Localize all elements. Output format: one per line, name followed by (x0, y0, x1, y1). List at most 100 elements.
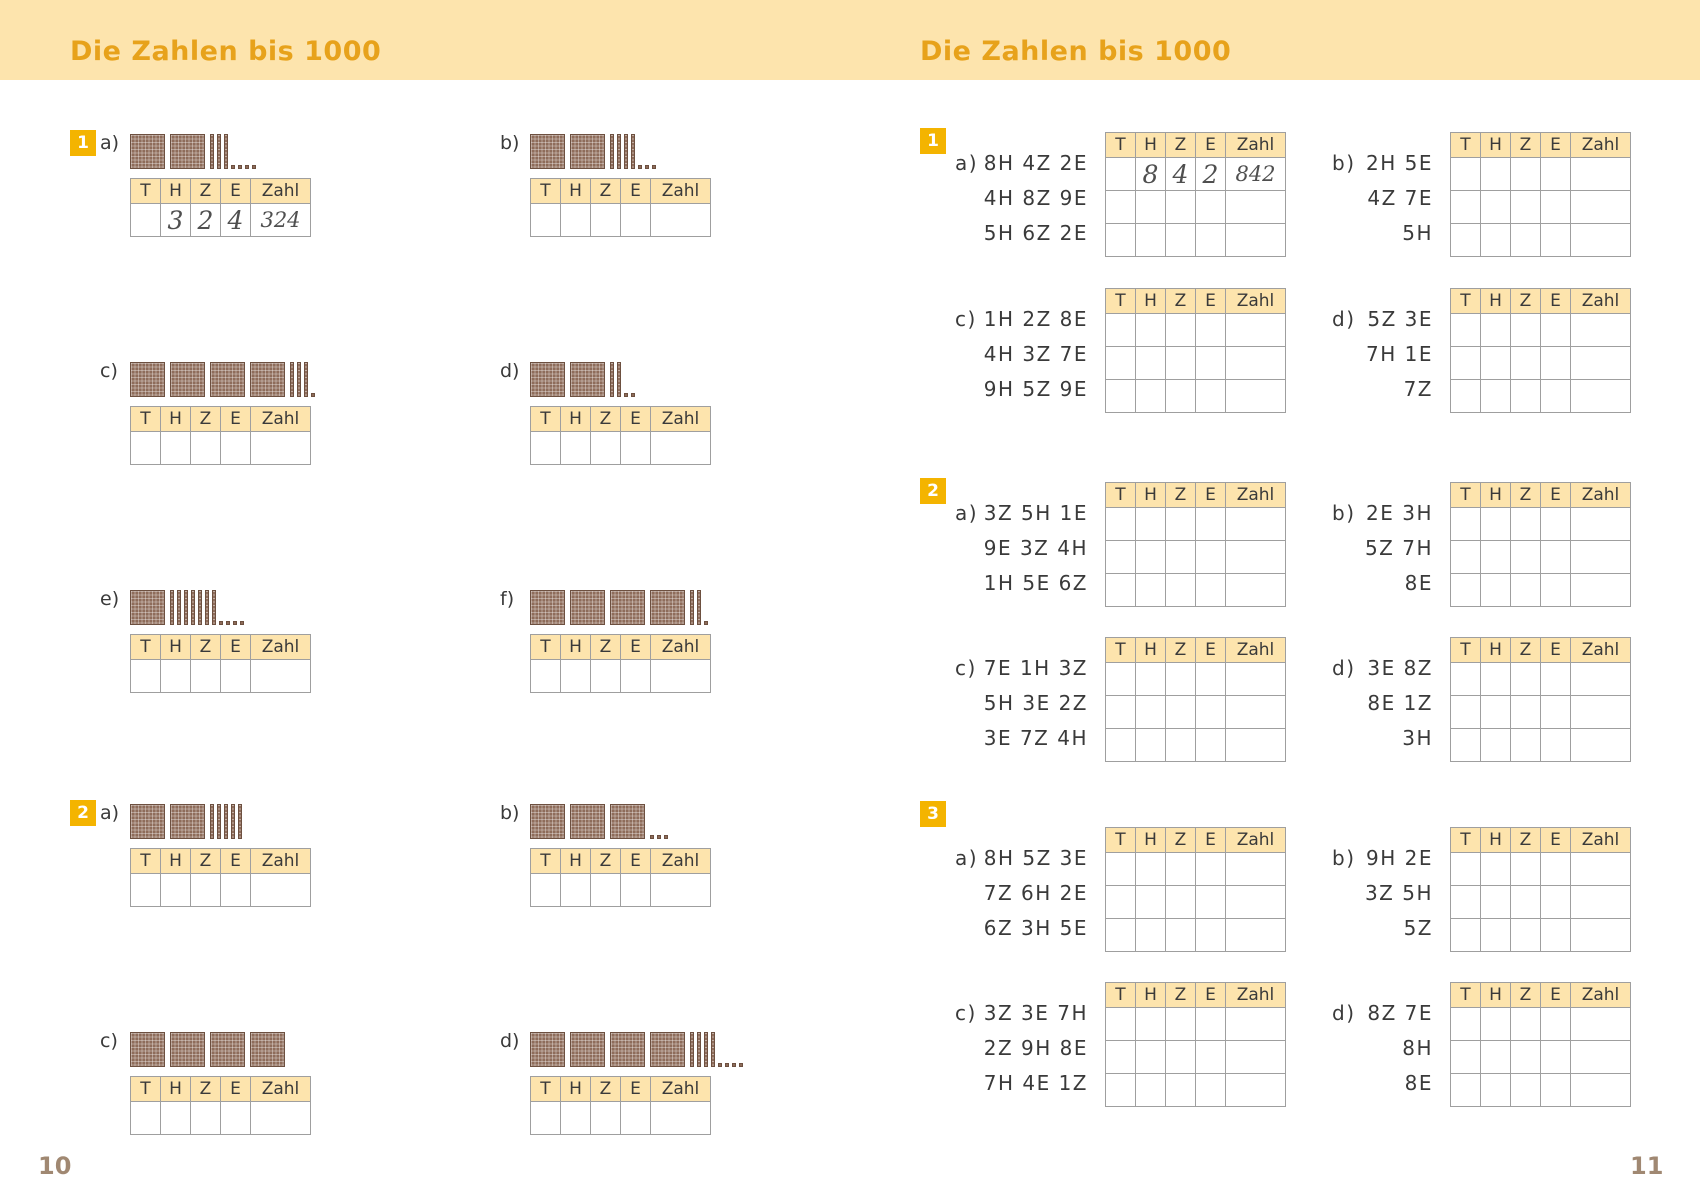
answer-cell-z[interactable] (1510, 1007, 1541, 1041)
answer-cell-z[interactable]: 4 (1165, 157, 1196, 191)
answer-cell-z[interactable] (190, 1101, 221, 1135)
answer-cell-zahl[interactable] (1570, 695, 1631, 729)
answer-cell-h[interactable] (160, 1101, 191, 1135)
answer-cell-z[interactable] (190, 659, 221, 693)
answer-cell-h[interactable] (160, 659, 191, 693)
answer-cell-t[interactable] (530, 203, 561, 237)
answer-cell-t[interactable] (1450, 223, 1481, 257)
answer-cell-h[interactable] (1480, 573, 1511, 607)
answer-cell-z[interactable] (1165, 346, 1196, 380)
answer-cell-zahl[interactable]: 324 (250, 203, 311, 237)
answer-cell-e[interactable] (1540, 573, 1571, 607)
answer-cell-z[interactable] (590, 873, 621, 907)
answer-cell-t[interactable] (1105, 346, 1136, 380)
answer-cell-t[interactable] (1450, 190, 1481, 224)
answer-cell-t[interactable] (1105, 540, 1136, 574)
answer-cell-h[interactable] (160, 873, 191, 907)
answer-cell-e[interactable] (220, 659, 251, 693)
answer-cell-h[interactable] (1480, 885, 1511, 919)
answer-cell-zahl[interactable] (1570, 507, 1631, 541)
answer-cell-zahl[interactable] (650, 659, 711, 693)
answer-cell-e[interactable] (1195, 346, 1226, 380)
answer-cell-e[interactable] (1540, 346, 1571, 380)
answer-cell-zahl[interactable] (1570, 313, 1631, 347)
answer-cell-zahl[interactable] (1570, 1040, 1631, 1074)
answer-cell-z[interactable] (1165, 313, 1196, 347)
answer-cell-e[interactable] (1195, 1073, 1226, 1107)
answer-cell-z[interactable] (1510, 695, 1541, 729)
answer-cell-h[interactable] (1480, 346, 1511, 380)
answer-cell-zahl[interactable] (1225, 313, 1286, 347)
answer-cell-t[interactable] (1450, 313, 1481, 347)
answer-cell-zahl[interactable] (1225, 852, 1286, 886)
answer-cell-z[interactable] (1510, 573, 1541, 607)
answer-cell-z[interactable] (1165, 662, 1196, 696)
answer-cell-t[interactable] (1105, 223, 1136, 257)
answer-cell-t[interactable] (130, 659, 161, 693)
answer-cell-zahl[interactable] (250, 1101, 311, 1135)
answer-cell-h[interactable] (560, 873, 591, 907)
answer-cell-t[interactable] (1105, 1040, 1136, 1074)
answer-cell-e[interactable]: 2 (1195, 157, 1226, 191)
answer-cell-z[interactable] (1510, 540, 1541, 574)
answer-cell-z[interactable] (1510, 223, 1541, 257)
answer-cell-z[interactable] (1165, 540, 1196, 574)
answer-cell-zahl[interactable] (1225, 190, 1286, 224)
answer-cell-t[interactable] (1450, 346, 1481, 380)
answer-cell-z[interactable] (190, 431, 221, 465)
answer-cell-h[interactable] (1480, 1040, 1511, 1074)
answer-cell-e[interactable] (1540, 1007, 1571, 1041)
answer-cell-zahl[interactable] (1225, 507, 1286, 541)
answer-cell-e[interactable] (1195, 918, 1226, 952)
answer-cell-e[interactable] (1195, 1007, 1226, 1041)
answer-cell-t[interactable] (1450, 540, 1481, 574)
answer-cell-t[interactable] (130, 873, 161, 907)
answer-cell-zahl[interactable] (1570, 157, 1631, 191)
answer-cell-t[interactable] (130, 203, 161, 237)
answer-cell-z[interactable] (1510, 313, 1541, 347)
answer-cell-t[interactable] (1450, 507, 1481, 541)
answer-cell-h[interactable] (1480, 662, 1511, 696)
answer-cell-z[interactable] (590, 431, 621, 465)
answer-cell-zahl[interactable] (1570, 190, 1631, 224)
answer-cell-e[interactable] (620, 431, 651, 465)
answer-cell-h[interactable] (1135, 695, 1166, 729)
answer-cell-z[interactable] (590, 1101, 621, 1135)
answer-cell-e[interactable] (1195, 379, 1226, 413)
answer-cell-t[interactable] (530, 873, 561, 907)
answer-cell-zahl[interactable] (1570, 918, 1631, 952)
answer-cell-h[interactable] (1135, 346, 1166, 380)
answer-cell-t[interactable] (130, 1101, 161, 1135)
answer-cell-zahl[interactable] (1225, 1007, 1286, 1041)
answer-cell-e[interactable] (1195, 313, 1226, 347)
answer-cell-zahl[interactable] (1570, 1007, 1631, 1041)
answer-cell-zahl[interactable] (1570, 223, 1631, 257)
answer-cell-t[interactable] (1105, 728, 1136, 762)
answer-cell-t[interactable] (1105, 662, 1136, 696)
answer-cell-t[interactable] (1450, 1040, 1481, 1074)
answer-cell-e[interactable] (1195, 662, 1226, 696)
answer-cell-e[interactable] (1540, 695, 1571, 729)
answer-cell-zahl[interactable] (1570, 852, 1631, 886)
answer-cell-h[interactable] (1135, 223, 1166, 257)
answer-cell-e[interactable] (1540, 728, 1571, 762)
answer-cell-zahl[interactable] (1570, 573, 1631, 607)
answer-cell-h[interactable] (1135, 1040, 1166, 1074)
answer-cell-zahl[interactable] (1225, 346, 1286, 380)
answer-cell-t[interactable] (1450, 728, 1481, 762)
answer-cell-zahl[interactable]: 842 (1225, 157, 1286, 191)
answer-cell-zahl[interactable] (1570, 728, 1631, 762)
answer-cell-z[interactable] (1510, 918, 1541, 952)
answer-cell-h[interactable] (1135, 918, 1166, 952)
answer-cell-h[interactable] (1135, 662, 1166, 696)
answer-cell-zahl[interactable] (1225, 379, 1286, 413)
answer-cell-z[interactable] (1165, 379, 1196, 413)
answer-cell-zahl[interactable] (1225, 1040, 1286, 1074)
answer-cell-z[interactable] (1510, 507, 1541, 541)
answer-cell-z[interactable] (1510, 157, 1541, 191)
answer-cell-h[interactable] (1480, 379, 1511, 413)
answer-cell-z[interactable] (1510, 1040, 1541, 1074)
answer-cell-zahl[interactable] (1225, 540, 1286, 574)
answer-cell-z[interactable] (1165, 223, 1196, 257)
answer-cell-h[interactable] (1135, 573, 1166, 607)
